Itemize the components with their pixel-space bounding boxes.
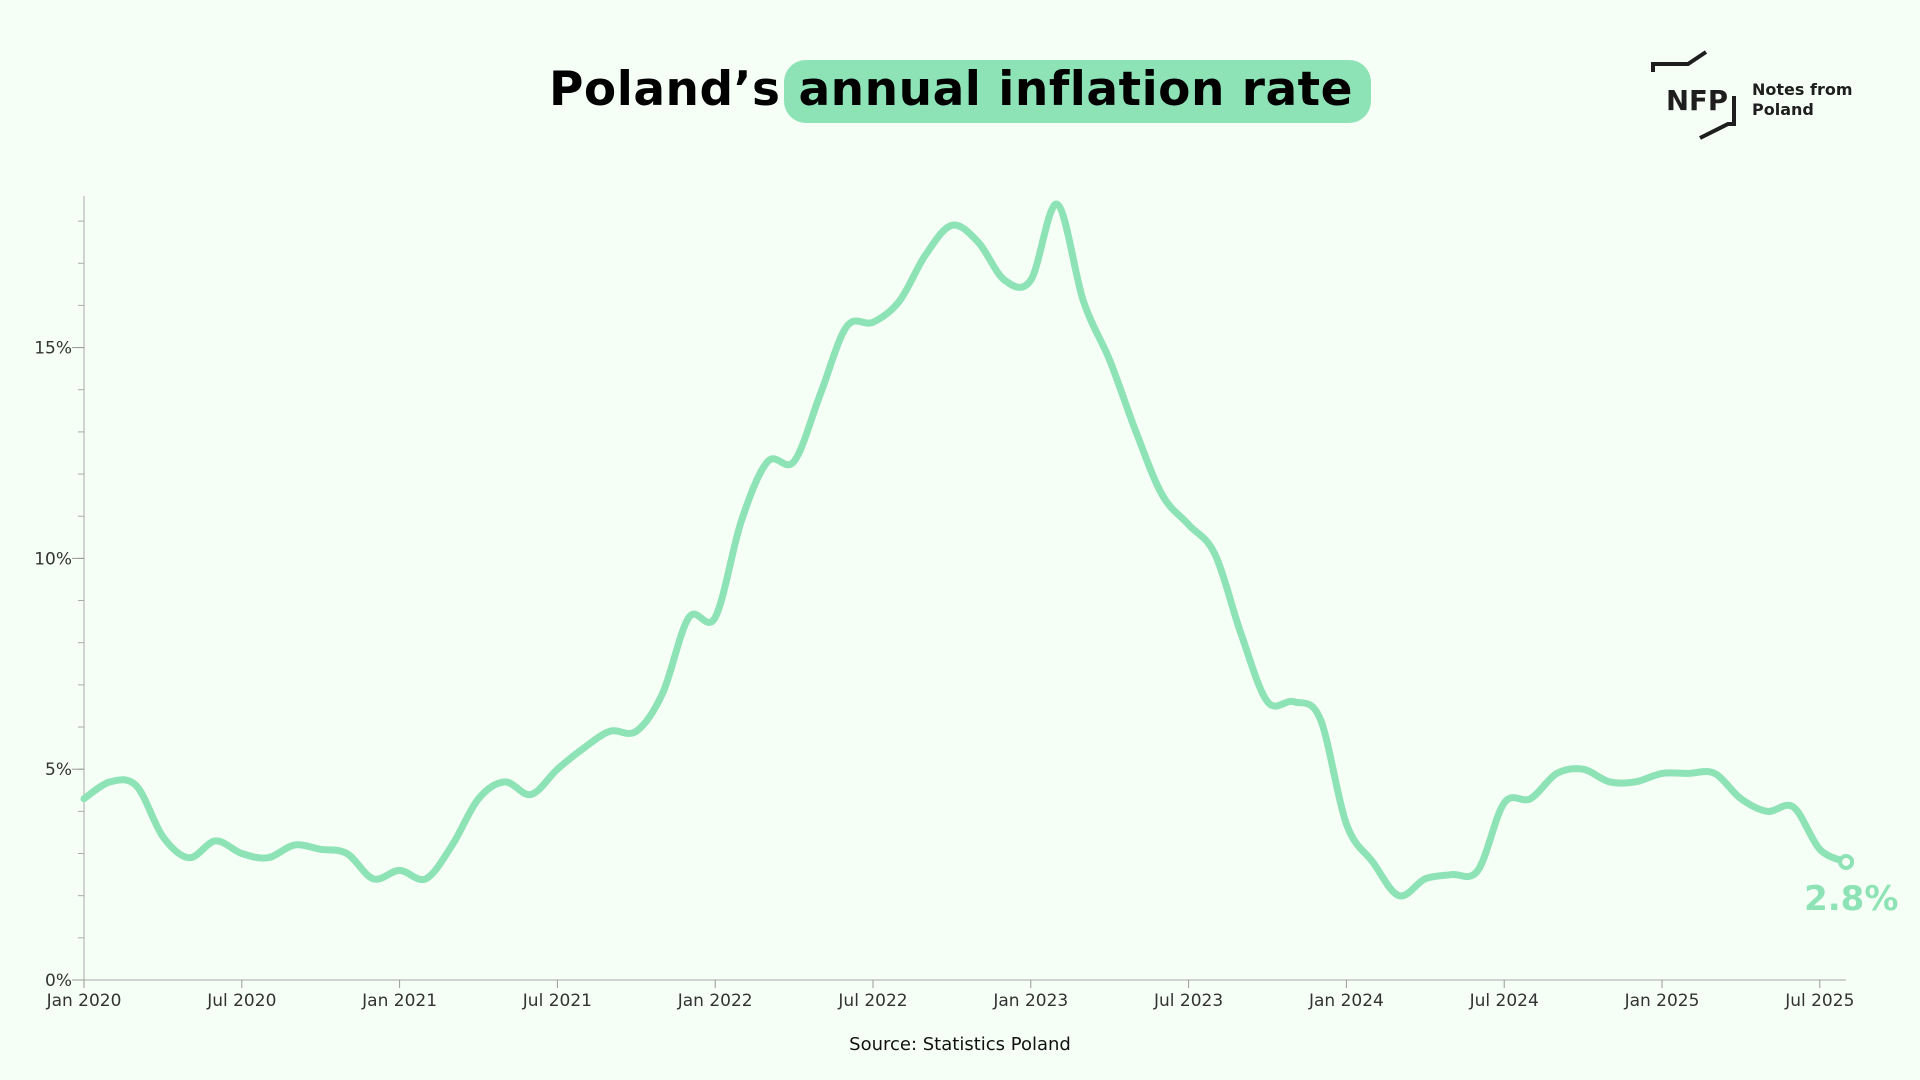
logo-mark: NFP bbox=[1666, 84, 1728, 117]
x-tick-label: Jan 2021 bbox=[361, 991, 437, 1011]
last-value-label: 2.8% bbox=[1804, 879, 1898, 919]
y-tick-label: 10% bbox=[34, 549, 72, 569]
x-tick-label: Jul 2021 bbox=[522, 991, 592, 1011]
title-wrap: Poland’s annual inflation rate bbox=[0, 60, 1920, 123]
source-note: Source: Statistics Poland bbox=[849, 1034, 1071, 1055]
x-tick-label: Jul 2025 bbox=[1784, 991, 1854, 1011]
x-tick-label: Jul 2023 bbox=[1153, 991, 1223, 1011]
y-tick-label: 5% bbox=[45, 760, 72, 780]
nfp-logo: NFP bbox=[1651, 50, 1736, 140]
chart-title: Poland’s annual inflation rate bbox=[548, 60, 1372, 123]
x-tick-label: Jul 2022 bbox=[837, 991, 907, 1011]
x-tick-label: Jan 2022 bbox=[677, 991, 753, 1011]
logo-line-1: Notes from bbox=[1752, 80, 1853, 99]
y-tick-label: 0% bbox=[45, 971, 72, 991]
last-data-point bbox=[1838, 853, 1855, 870]
x-tick-label: Jan 2020 bbox=[46, 991, 122, 1011]
title-prefix: Poland’s bbox=[548, 62, 781, 117]
logo-text: Notes from Poland bbox=[1752, 80, 1853, 120]
series-line bbox=[80, 200, 1850, 900]
logo-line-2: Poland bbox=[1752, 100, 1814, 119]
x-tick-label: Jan 2023 bbox=[992, 991, 1068, 1011]
logo-bracket-top-icon bbox=[1651, 50, 1708, 72]
title-highlight: annual inflation rate bbox=[784, 60, 1372, 123]
x-tick-label: Jan 2025 bbox=[1624, 991, 1700, 1011]
logo-bracket-bottom-icon bbox=[1699, 96, 1736, 140]
y-tick-label: 15% bbox=[34, 339, 72, 359]
x-tick-label: Jul 2020 bbox=[206, 991, 276, 1011]
x-tick-label: Jul 2024 bbox=[1469, 991, 1539, 1011]
x-tick-label: Jan 2024 bbox=[1308, 991, 1384, 1011]
